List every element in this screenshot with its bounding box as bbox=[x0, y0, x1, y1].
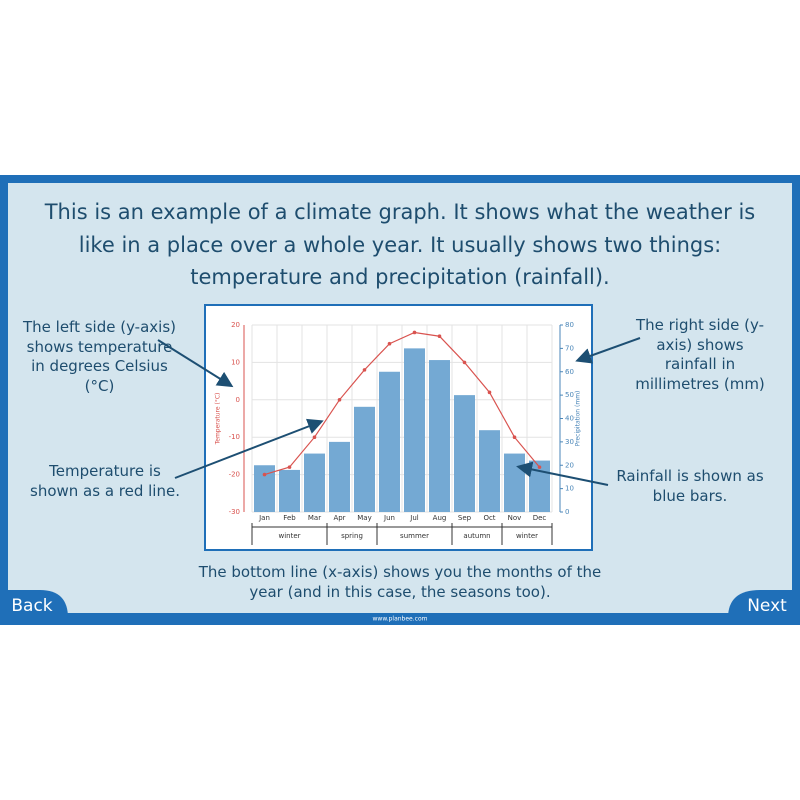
arrow bbox=[516, 461, 609, 486]
y2-tick-label: 40 bbox=[565, 415, 574, 423]
next-button[interactable]: Next bbox=[747, 596, 787, 616]
bar bbox=[329, 441, 350, 512]
x-tick-label: Mar bbox=[308, 514, 321, 522]
x-tick-label: Aug bbox=[433, 514, 447, 522]
arrow bbox=[157, 339, 234, 388]
temperature-point bbox=[262, 472, 267, 477]
y2-tick-label: 60 bbox=[565, 368, 574, 376]
bar bbox=[454, 395, 475, 512]
bar bbox=[304, 453, 325, 512]
arrow bbox=[575, 337, 641, 364]
climate-chart: -30 -20 -10 0 10 20 0 10 20 30 40 50 60 70 80 Temperatu… bbox=[215, 321, 582, 545]
back-button[interactable]: Back bbox=[11, 596, 52, 616]
temperature-point bbox=[412, 330, 417, 335]
y2-tick-label: 30 bbox=[565, 438, 574, 446]
temperature-point bbox=[362, 368, 367, 372]
bar bbox=[354, 406, 375, 512]
temperature-point bbox=[512, 435, 517, 440]
temperature-line bbox=[264, 331, 540, 476]
x-tick-label: Nov bbox=[508, 514, 522, 522]
temperature-point bbox=[387, 341, 392, 346]
temperature-point bbox=[337, 398, 342, 402]
y-tick-label: -30 bbox=[229, 508, 240, 516]
temperature-point bbox=[437, 334, 442, 339]
season-label: spring bbox=[341, 532, 363, 540]
right-axis-note: The right side (y-axis) shows rainfall i… bbox=[635, 316, 765, 393]
temperature-point bbox=[487, 390, 492, 395]
y2-axis-title: Precipitation (mm) bbox=[575, 391, 582, 447]
left-axis-note: The left side (y-axis) shows temperature… bbox=[22, 318, 176, 395]
temperature-point bbox=[312, 435, 317, 440]
y-tick-label: 10 bbox=[231, 358, 240, 366]
season-label: winter bbox=[516, 532, 538, 540]
x-tick-label: Jul bbox=[409, 514, 419, 522]
x-tick-label: May bbox=[357, 514, 371, 522]
y-tick-label: 0 bbox=[236, 396, 240, 404]
temperature-point bbox=[287, 465, 292, 469]
y-tick-label: -20 bbox=[229, 471, 240, 479]
x-tick-label: Sep bbox=[458, 514, 472, 522]
bar bbox=[479, 430, 500, 512]
x-tick-label: Feb bbox=[283, 514, 296, 522]
season-label: autumn bbox=[463, 532, 490, 540]
y2-tick-label: 80 bbox=[565, 321, 574, 329]
x-tick-label: Apr bbox=[333, 514, 345, 522]
temperature-point bbox=[537, 465, 542, 469]
arrow bbox=[174, 418, 324, 479]
y2-tick-label: 70 bbox=[565, 344, 574, 352]
bar bbox=[279, 469, 300, 512]
y-axis-title: Temperature (°C) bbox=[215, 393, 222, 446]
bar bbox=[254, 465, 275, 512]
temperature-note: Temperature is shown as a red line. bbox=[30, 462, 180, 500]
next-tab[interactable] bbox=[728, 590, 800, 625]
season-label: summer bbox=[400, 532, 429, 540]
bar bbox=[504, 453, 525, 512]
back-tab[interactable] bbox=[0, 590, 68, 625]
season-label: winter bbox=[278, 532, 300, 540]
bar bbox=[529, 460, 550, 512]
y2-tick-label: 20 bbox=[565, 461, 574, 469]
x-tick-label: Oct bbox=[483, 514, 495, 522]
y-tick-label: 20 bbox=[231, 321, 240, 329]
x-tick-label: Jun bbox=[383, 514, 395, 522]
footer-url: www.planbee.com bbox=[373, 616, 428, 623]
x-tick-label: Jan bbox=[258, 514, 270, 522]
x-tick-label: Dec bbox=[533, 514, 547, 522]
rainfall-note: Rainfall is shown as blue bars. bbox=[616, 467, 764, 505]
bar bbox=[379, 371, 400, 512]
y2-tick-label: 10 bbox=[565, 485, 574, 493]
y2-tick-label: 0 bbox=[565, 508, 569, 516]
bar bbox=[429, 360, 450, 512]
y2-tick-label: 50 bbox=[565, 391, 574, 399]
bottom-note: The bottom line (x-axis) shows you the m… bbox=[198, 563, 602, 601]
y-tick-label: -10 bbox=[229, 433, 240, 441]
bar bbox=[404, 348, 425, 512]
temperature-point bbox=[462, 360, 467, 365]
intro-text: This is an example of a climate graph. I… bbox=[44, 200, 756, 290]
